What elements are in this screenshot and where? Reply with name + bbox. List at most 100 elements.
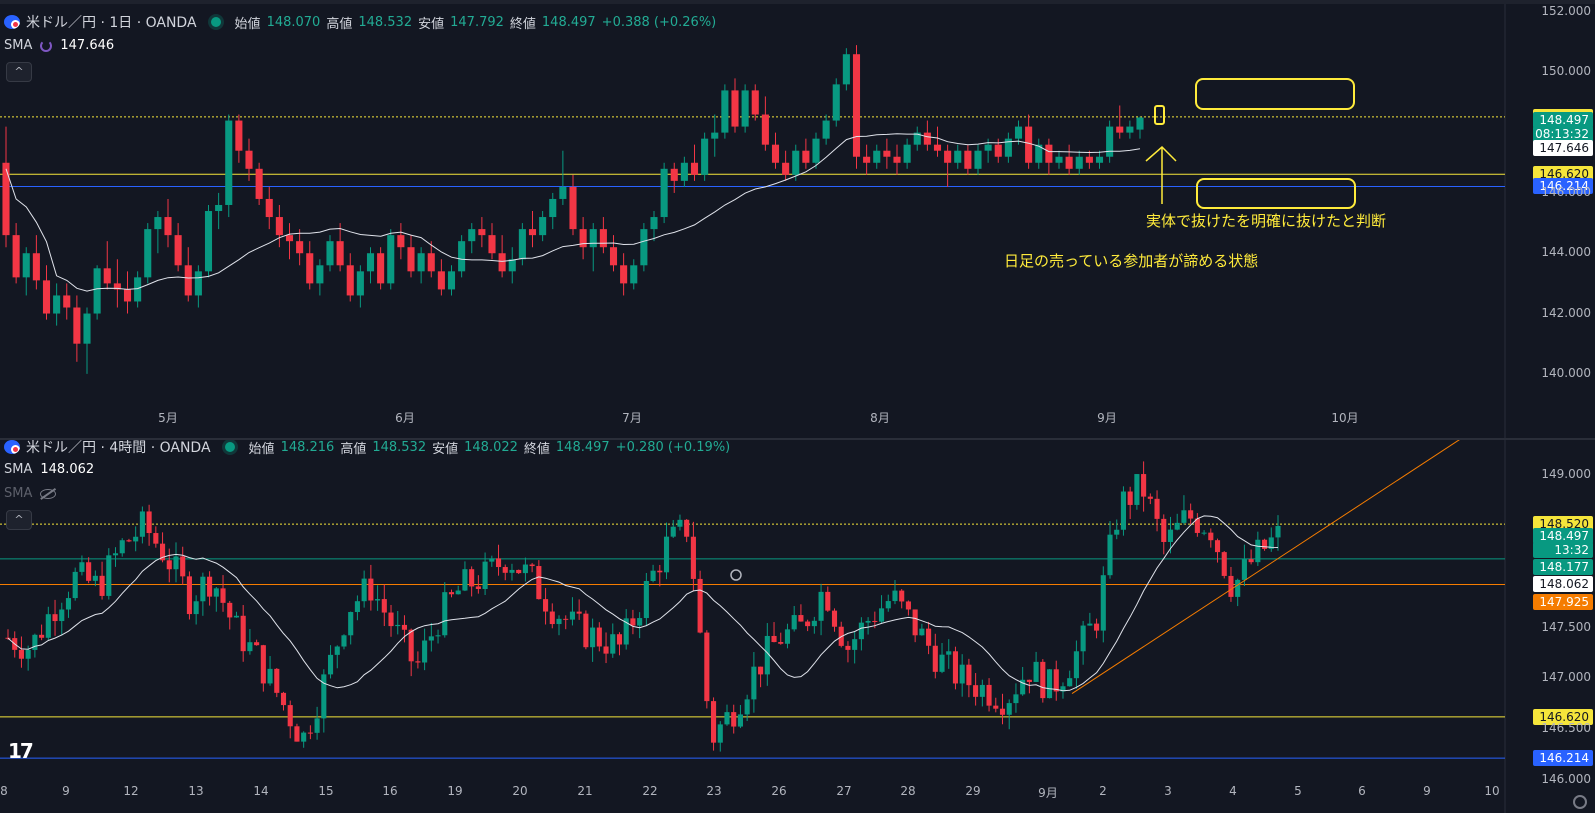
- candle-body: [12, 235, 20, 278]
- candle-body: [1116, 126, 1124, 133]
- candle-body: [448, 592, 455, 595]
- window-top-strip: [0, 0, 1595, 4]
- candle-body: [885, 601, 891, 609]
- candle-body: [134, 277, 142, 302]
- candle-body: [73, 307, 81, 344]
- h4-sma2-legend[interactable]: SMA: [4, 486, 57, 501]
- candle-body: [751, 666, 757, 700]
- candle-body: [529, 564, 535, 567]
- candle-body: [1080, 625, 1086, 652]
- candle-body: [1262, 539, 1268, 549]
- daily-sma-legend[interactable]: SMA 147.646: [4, 38, 114, 53]
- candle-body: [204, 211, 213, 272]
- candle-body: [83, 313, 91, 344]
- candle-body: [173, 556, 179, 570]
- candle-body: [498, 253, 506, 272]
- price-axis-tick: 140.000: [1541, 365, 1591, 380]
- price-axis-tick: 147.500: [1541, 619, 1591, 634]
- h4-chart-pane[interactable]: 米ドル／円 · 4時間 · OANDA 始値 148.216 高値 148.532 …: [0, 440, 1595, 813]
- target-box-lower: [1196, 178, 1356, 209]
- candle-body: [556, 618, 562, 625]
- daily-symbol-label[interactable]: 米ドル／円 · 1日 · OANDA: [26, 15, 197, 31]
- candle-body: [912, 609, 918, 636]
- candle-body: [348, 612, 354, 636]
- candle-body: [999, 708, 1006, 715]
- tradingview-logo-icon[interactable]: 17: [8, 739, 34, 763]
- candle-body: [616, 634, 623, 645]
- candle-body: [549, 611, 555, 625]
- candle-body: [630, 265, 638, 284]
- candle-body: [1147, 496, 1153, 499]
- candle-body: [858, 622, 864, 640]
- candle-body: [455, 590, 461, 595]
- candle-body: [939, 654, 945, 672]
- candle-body: [247, 642, 253, 652]
- sma-value: 148.062: [40, 462, 95, 477]
- candle-body: [701, 138, 709, 175]
- candle-body: [852, 54, 861, 157]
- candle-body: [878, 608, 885, 622]
- candle-body: [892, 590, 898, 602]
- annotation-text-1[interactable]: 実体で抜けたを明確に抜けたと判断: [1146, 212, 1387, 230]
- candle-body: [1201, 532, 1207, 534]
- candle-body: [536, 566, 542, 600]
- candle-body: [354, 601, 360, 613]
- candle-body: [741, 90, 749, 127]
- candle-body: [314, 718, 320, 733]
- candle-body: [926, 628, 932, 646]
- candle-body: [22, 253, 30, 278]
- candle-body: [65, 598, 72, 610]
- collapse-legend-button[interactable]: ^: [6, 62, 32, 82]
- h4-candlestick-chart[interactable]: [0, 440, 1595, 813]
- h4-sma-legend[interactable]: SMA 148.062: [4, 462, 94, 477]
- candle-body: [518, 229, 526, 260]
- time-axis-label: 5月: [158, 411, 178, 425]
- candle-body: [366, 253, 375, 272]
- candle-body: [899, 590, 905, 602]
- candle-body: [1094, 623, 1100, 631]
- settings-gear-icon[interactable]: [1573, 795, 1587, 809]
- candle-body: [508, 259, 516, 272]
- market-open-icon: [210, 17, 221, 27]
- candle-body: [1134, 474, 1140, 505]
- candle-body: [139, 511, 145, 537]
- candle-body: [18, 649, 24, 659]
- candle-body: [356, 271, 364, 296]
- daily-chart-pane[interactable]: 米ドル／円 · 1日 · OANDA 始値 148.070 高値 148.532 安…: [0, 4, 1595, 438]
- candle-body: [913, 132, 921, 145]
- low-value: 148.022: [464, 440, 518, 455]
- candle-body: [220, 588, 226, 603]
- candle-body: [321, 674, 327, 719]
- candle-body: [818, 591, 824, 621]
- hidden-eye-icon[interactable]: [40, 488, 57, 499]
- candle-body: [690, 536, 696, 579]
- collapse-legend-button[interactable]: ^: [6, 510, 32, 530]
- candle-body: [610, 634, 616, 654]
- candle-body: [822, 120, 830, 139]
- candle-body: [194, 271, 202, 296]
- candle-body: [539, 217, 547, 236]
- candle-body: [2, 162, 10, 236]
- h4-symbol-label[interactable]: 米ドル／円 · 4時間 · OANDA: [26, 440, 211, 456]
- time-axis-label: 9月: [1038, 786, 1058, 800]
- time-axis-label: 19: [447, 784, 463, 798]
- candle-body: [791, 615, 797, 630]
- time-axis-label: 27: [836, 784, 852, 798]
- candle-body: [1167, 529, 1174, 542]
- open-value: 148.216: [280, 440, 335, 455]
- candle-body: [200, 576, 206, 602]
- candle-body: [39, 634, 45, 638]
- candle-body: [903, 144, 911, 163]
- pane-divider[interactable]: [0, 438, 1595, 440]
- daily-candlestick-chart[interactable]: [0, 4, 1595, 438]
- candle-body: [25, 649, 31, 659]
- sync-icon[interactable]: [40, 39, 53, 52]
- high-key: 高値: [326, 16, 353, 32]
- candle-body: [397, 235, 405, 248]
- candle-body: [832, 84, 840, 121]
- candle-body: [1013, 694, 1019, 704]
- candle-body: [368, 578, 374, 601]
- candle-body: [1040, 661, 1046, 699]
- annotation-text-2[interactable]: 日足の売っている参加者が諦める状態: [1004, 252, 1259, 270]
- candle-body: [59, 609, 65, 622]
